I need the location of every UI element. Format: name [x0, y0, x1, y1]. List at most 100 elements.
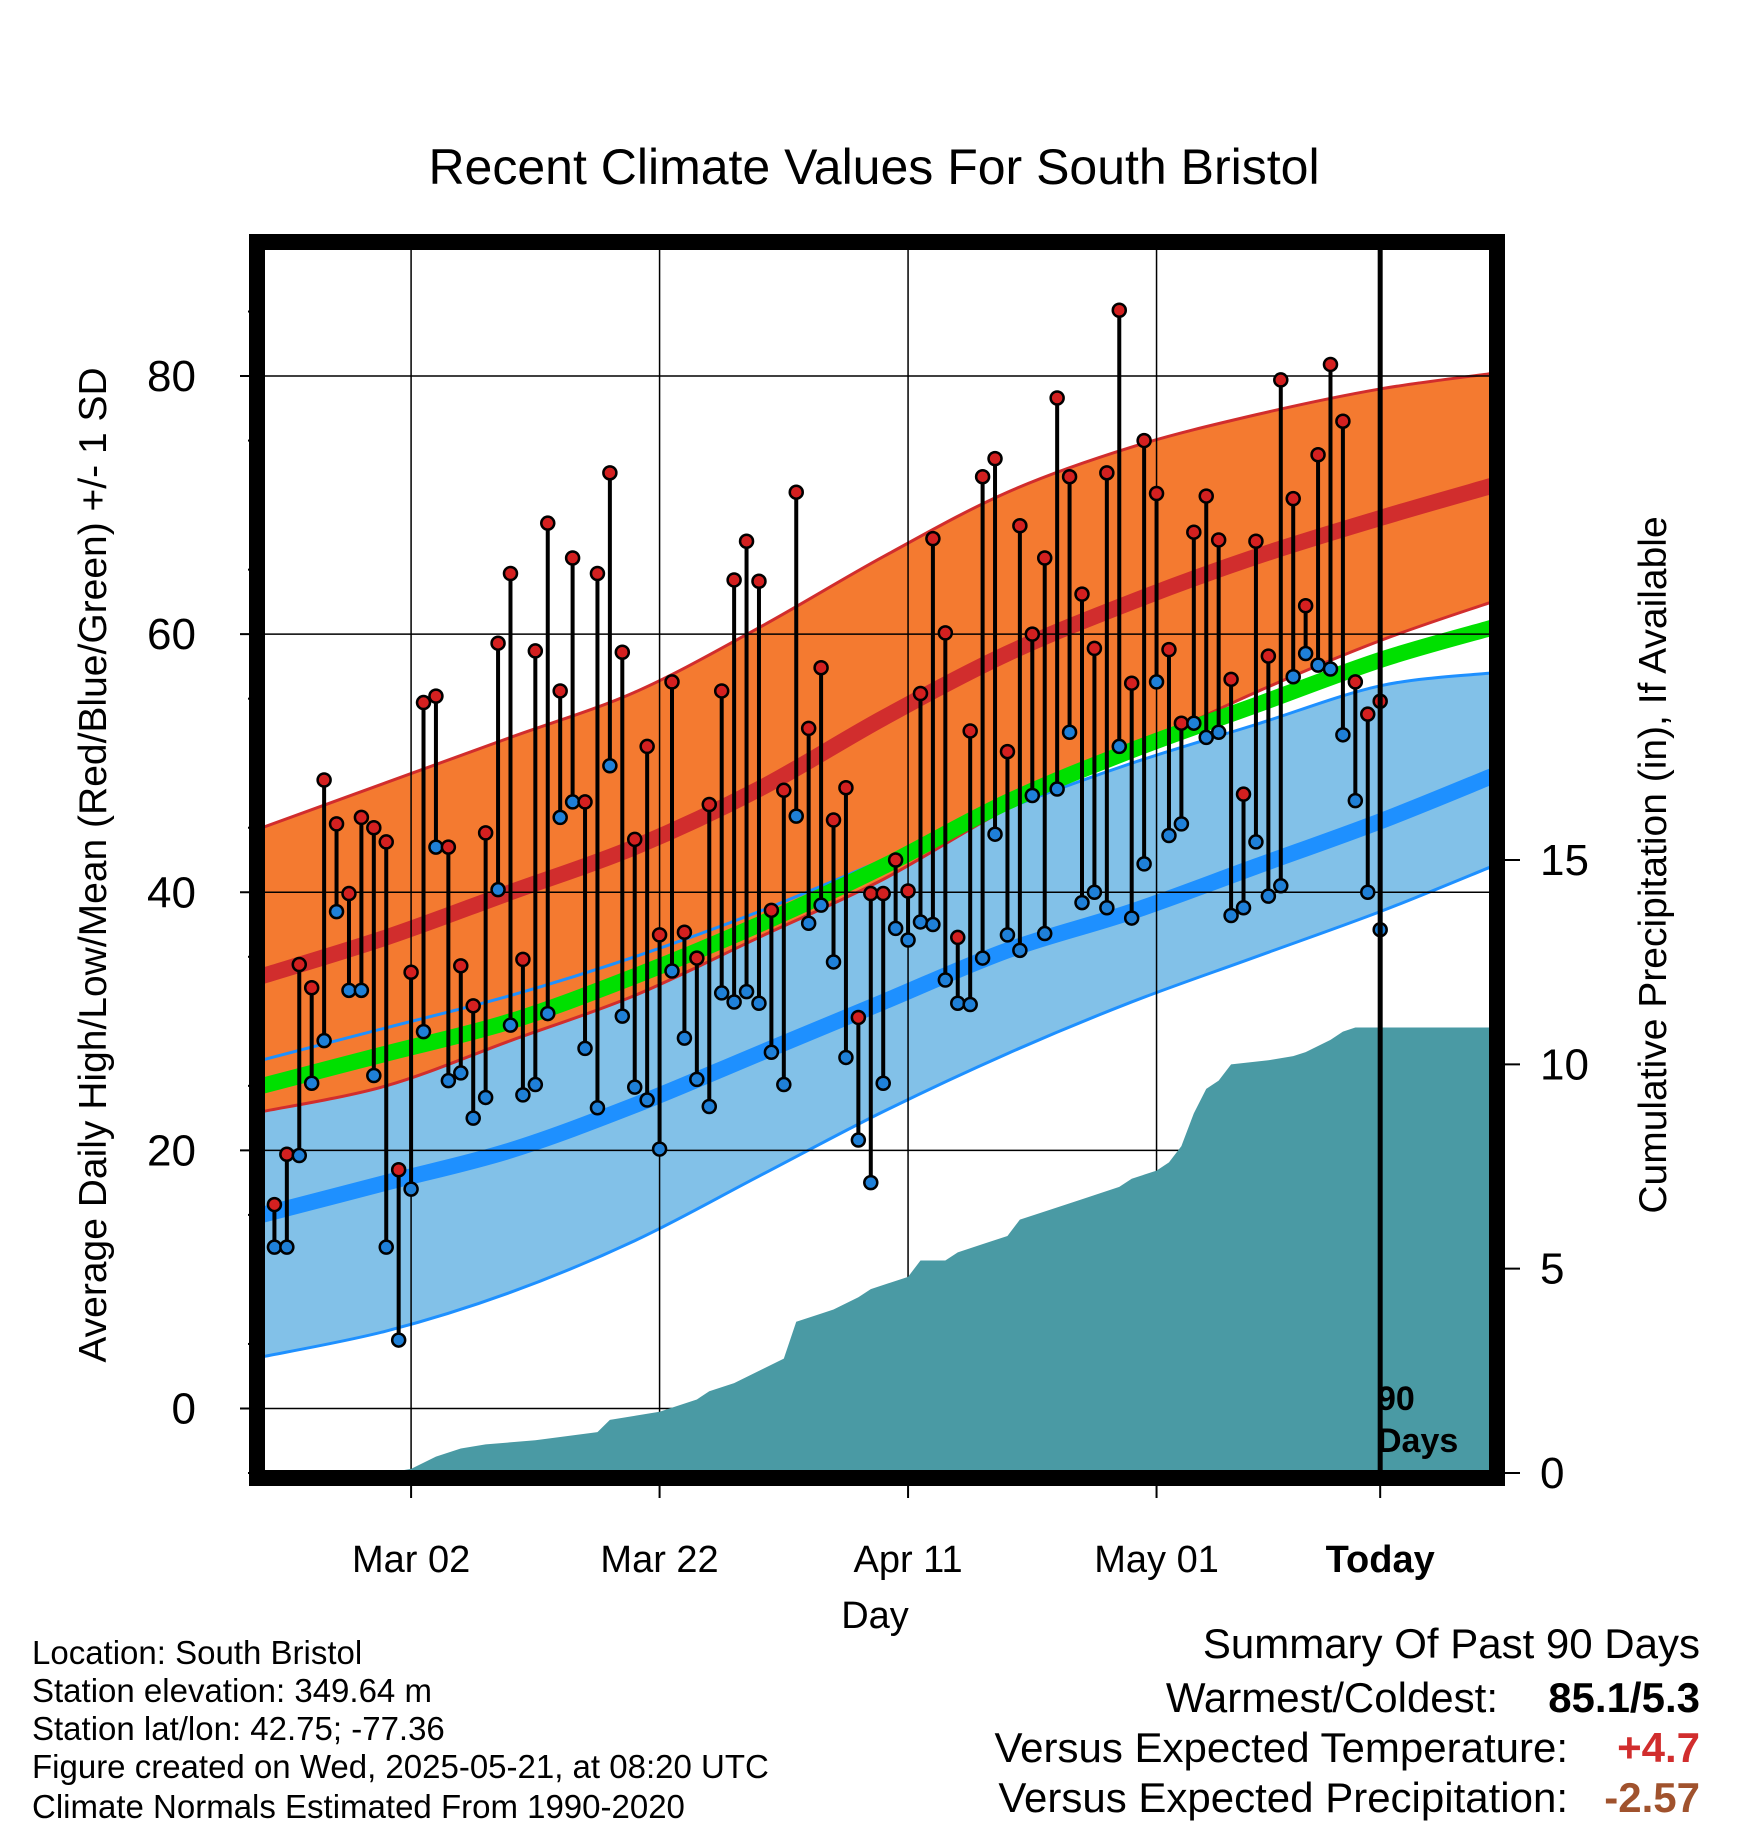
obs-low-point — [1347, 792, 1364, 809]
obs-high-point — [577, 794, 593, 810]
obs-low-point — [689, 1071, 705, 1088]
summary-precip-value: -2.57 — [1604, 1774, 1700, 1821]
obs-high-point — [863, 885, 879, 902]
today-marker-label-2: Days — [1377, 1422, 1458, 1460]
obs-low-point — [1273, 878, 1289, 894]
obs-high-point — [527, 643, 544, 659]
obs-high-point — [390, 1161, 407, 1178]
obs-high-point — [925, 530, 941, 547]
obs-high-point — [788, 484, 804, 500]
obs-high-point — [689, 950, 705, 966]
summary-temp-label: Versus Expected Temperature: — [994, 1724, 1568, 1771]
obs-low-point — [502, 1017, 519, 1033]
obs-high-point — [1210, 532, 1227, 548]
obs-low-point — [1111, 738, 1128, 755]
obs-low-point — [428, 839, 444, 855]
obs-high-point — [1086, 640, 1103, 657]
obs-high-point — [738, 533, 755, 549]
obs-low-point — [776, 1076, 792, 1093]
obs-high-point — [602, 465, 618, 481]
obs-low-point — [701, 1098, 718, 1115]
obs-low-point — [1360, 884, 1376, 901]
obs-high-point — [900, 883, 916, 899]
obs-high-point — [1322, 356, 1339, 373]
obs-high-point — [1360, 706, 1376, 722]
obs-high-point — [1012, 518, 1028, 534]
obs-low-point — [341, 982, 357, 999]
obs-low-point — [1161, 827, 1177, 844]
obs-high-point — [1273, 372, 1289, 388]
obs-low-point — [1335, 727, 1351, 743]
obs-high-point — [813, 659, 829, 676]
obs-high-point — [800, 720, 817, 737]
obs-low-point — [999, 927, 1016, 943]
obs-high-point — [291, 956, 308, 973]
obs-high-point — [552, 683, 568, 699]
axes: 0 20 40 60 80 0 5 10 15 Mar 02 Mar 22 Apr 11 May 01 T… — [147, 310, 1589, 1581]
x-tick-label: Apr 11 — [853, 1539, 962, 1581]
obs-low-point — [378, 1239, 394, 1255]
obs-high-point — [1099, 465, 1115, 481]
obs-high-point — [763, 902, 780, 919]
obs-low-point — [614, 1008, 631, 1024]
obs-high-point — [1285, 490, 1301, 507]
obs-low-point — [440, 1072, 457, 1089]
obs-low-point — [651, 1141, 668, 1157]
obs-high-point — [1347, 674, 1364, 690]
obs-high-point — [1335, 413, 1351, 429]
obs-high-point — [838, 779, 854, 796]
meta-created: Figure created on Wed, 2025-05-21, at 08… — [32, 1748, 769, 1785]
x-tick-label: Mar 22 — [600, 1539, 718, 1581]
obs-low-point — [1260, 888, 1277, 904]
obs-low-point — [328, 903, 345, 920]
obs-high-point — [962, 723, 978, 739]
obs-high-point — [1061, 468, 1078, 485]
obs-low-point — [713, 985, 730, 1001]
obs-low-point — [291, 1147, 308, 1164]
obs-high-point — [1024, 626, 1041, 642]
obs-low-point — [465, 1110, 481, 1126]
obs-low-point — [825, 954, 842, 970]
y2-axis-label: Cumulative Precipitation (in), If Availa… — [1632, 516, 1675, 1213]
y2-tick-label: 15 — [1540, 836, 1589, 885]
obs-low-point — [1186, 715, 1202, 731]
summary-warm-cold-value: 85.1/5.3 — [1548, 1674, 1700, 1721]
obs-low-point — [1136, 856, 1152, 872]
obs-low-point — [900, 932, 916, 948]
obs-high-point — [1173, 715, 1190, 731]
obs-low-point — [552, 809, 568, 826]
obs-high-point — [701, 796, 718, 813]
obs-low-point — [1235, 899, 1252, 916]
obs-low-point — [453, 1065, 469, 1081]
obs-high-point — [477, 825, 494, 841]
obs-low-point — [639, 1092, 655, 1108]
obs-low-point — [1036, 925, 1053, 942]
obs-high-point — [639, 738, 655, 755]
obs-high-point — [1235, 786, 1252, 802]
obs-low-point — [1248, 834, 1264, 850]
obs-low-point — [1198, 729, 1214, 746]
y-tick-label: 20 — [147, 1126, 196, 1175]
obs-low-point — [303, 1075, 320, 1092]
obs-high-point — [974, 468, 991, 485]
x-tick-label: May 01 — [1094, 1539, 1219, 1581]
x-tick-label: Mar 02 — [352, 1539, 470, 1581]
obs-high-point — [1260, 648, 1277, 664]
obs-high-point — [614, 644, 631, 660]
obs-high-point — [987, 450, 1003, 467]
obs-low-point — [850, 1132, 867, 1148]
obs-low-point — [626, 1079, 643, 1095]
obs-high-point — [453, 958, 469, 974]
obs-low-point — [1148, 674, 1165, 690]
obs-low-point — [950, 995, 966, 1011]
y-tick-label: 40 — [147, 868, 196, 917]
obs-high-point — [465, 998, 481, 1014]
obs-low-point — [676, 1030, 693, 1046]
obs-low-point — [490, 881, 506, 898]
today-marker-label: 90 — [1377, 1380, 1415, 1418]
y2-tick-label: 5 — [1540, 1245, 1564, 1294]
obs-low-point — [925, 916, 941, 933]
obs-high-point — [1136, 432, 1152, 449]
obs-high-point — [440, 839, 457, 855]
